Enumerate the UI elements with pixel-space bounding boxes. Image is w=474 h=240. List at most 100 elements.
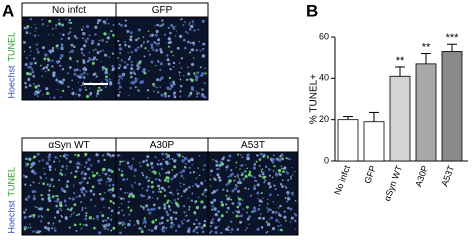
cell <box>142 206 145 209</box>
cell <box>137 78 139 80</box>
cell <box>151 190 155 194</box>
cell <box>25 63 29 66</box>
cell <box>290 216 294 220</box>
cell <box>52 185 55 188</box>
cell <box>173 199 176 202</box>
cell <box>104 67 108 71</box>
cell <box>168 191 171 194</box>
cell <box>159 174 162 177</box>
cell <box>185 78 189 81</box>
cell <box>66 154 69 157</box>
cell <box>63 189 67 193</box>
cell <box>160 167 164 171</box>
cell <box>240 164 244 167</box>
cell <box>277 194 280 197</box>
cell <box>197 28 200 31</box>
cell <box>173 165 177 169</box>
cell <box>54 200 56 203</box>
cell <box>237 196 239 198</box>
cell <box>82 186 85 189</box>
cell <box>169 82 172 84</box>
cell <box>180 174 184 178</box>
cell <box>71 91 75 96</box>
cell <box>267 208 271 212</box>
cell <box>28 84 32 87</box>
cell <box>280 215 282 217</box>
cell <box>278 172 281 175</box>
cell <box>169 216 173 220</box>
cell <box>157 91 160 94</box>
cell <box>106 216 110 220</box>
cell <box>95 171 99 175</box>
cell <box>30 226 32 229</box>
cell <box>156 45 158 47</box>
cell <box>185 188 188 191</box>
cell <box>266 222 271 227</box>
cell <box>204 67 207 69</box>
cell <box>108 184 111 187</box>
cell <box>105 181 108 183</box>
cell <box>81 209 84 212</box>
cell <box>42 93 44 96</box>
cell <box>29 166 32 169</box>
cell <box>231 172 234 176</box>
cell <box>46 63 49 67</box>
cell <box>238 180 241 183</box>
cell <box>86 181 89 185</box>
cell <box>157 42 161 45</box>
cell <box>112 226 116 230</box>
cell <box>273 165 276 168</box>
cell <box>154 48 159 53</box>
cell <box>153 90 155 93</box>
cell <box>84 68 88 72</box>
cell <box>118 206 120 208</box>
cell <box>291 166 293 169</box>
cell <box>119 52 122 54</box>
cell <box>109 154 112 158</box>
cell <box>159 218 161 220</box>
cell <box>170 221 174 225</box>
cell <box>130 75 133 79</box>
cell <box>188 24 190 26</box>
cell <box>124 41 126 43</box>
cell <box>66 168 68 170</box>
cell <box>285 170 288 173</box>
cell <box>173 159 177 163</box>
cell <box>195 177 198 180</box>
cell <box>270 216 274 220</box>
cell <box>70 207 74 210</box>
cell <box>82 32 86 36</box>
cell <box>167 170 171 174</box>
cell <box>51 27 54 30</box>
cell <box>48 164 50 167</box>
cell <box>101 155 104 157</box>
cell <box>106 18 108 20</box>
cell <box>102 225 105 228</box>
cell <box>163 33 167 36</box>
cell <box>84 40 88 43</box>
cell <box>166 213 170 217</box>
cell <box>262 176 266 179</box>
cell <box>60 81 64 85</box>
cell <box>216 210 220 214</box>
cell <box>127 206 130 209</box>
cell <box>220 203 225 207</box>
x-tick-label: A53T <box>439 164 456 188</box>
cell <box>290 191 294 196</box>
cell <box>154 33 158 37</box>
cell <box>70 171 73 174</box>
cell <box>47 24 49 27</box>
cell <box>136 64 139 67</box>
cell <box>171 202 173 204</box>
cell <box>85 212 88 215</box>
significance: ** <box>422 41 431 53</box>
cell <box>92 217 95 220</box>
cells <box>117 18 207 99</box>
cell <box>166 219 169 222</box>
cell <box>196 95 198 98</box>
cell <box>157 184 161 188</box>
cell <box>35 27 38 30</box>
cell <box>82 180 84 183</box>
cell <box>47 68 50 72</box>
cell <box>289 221 292 223</box>
